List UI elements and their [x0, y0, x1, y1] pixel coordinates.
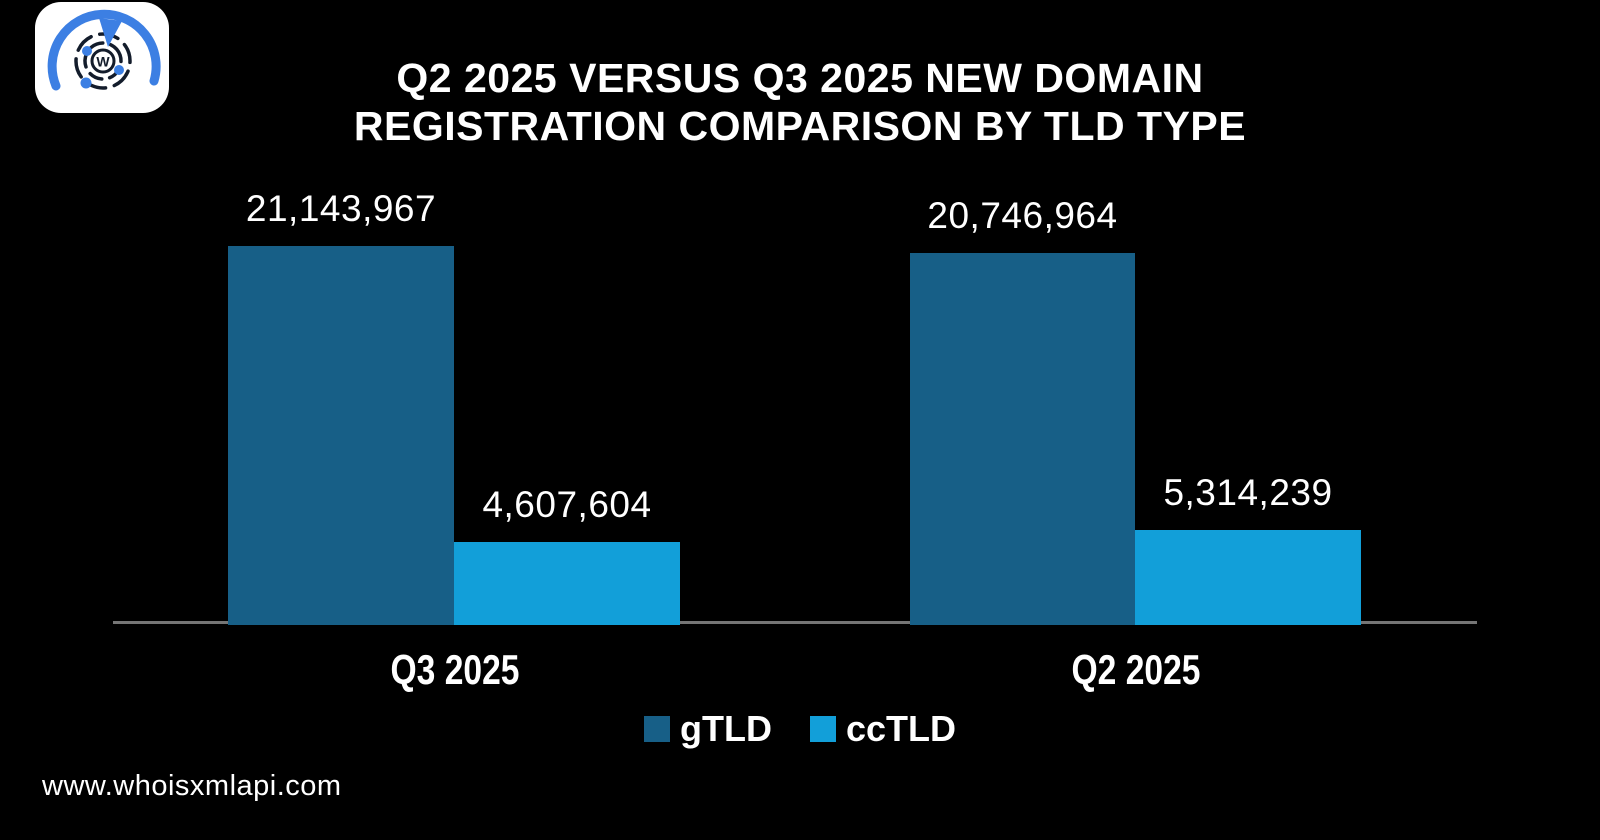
legend-item-gtld: gTLD	[644, 708, 772, 750]
bar-value-label: 21,143,967	[245, 188, 437, 229]
legend-item-cctld: ccTLD	[809, 708, 956, 750]
bar-value-label: 4,607,604	[482, 484, 652, 525]
bar-cctld-q3-2025: 4,607,604	[454, 484, 680, 625]
bar-chart-plot-area: 21,143,967 4,607,604 20,746,964 5,314,23…	[228, 188, 1361, 625]
logo-letter: W	[96, 54, 110, 70]
bar-gtld-q2-2025: 20,746,964	[910, 195, 1135, 625]
legend-label-cctld: ccTLD	[845, 708, 956, 749]
gtld-swatch-icon	[644, 716, 670, 742]
chart-title-line2: REGISTRATION COMPARISON BY TLD TYPE	[353, 103, 1247, 149]
x-axis-line	[113, 621, 1477, 624]
bar-value-label: 20,746,964	[927, 195, 1118, 236]
chart-title-line1: Q2 2025 VERSUS Q3 2025 NEW DOMAIN	[396, 55, 1204, 101]
chart-legend: gTLD ccTLD	[0, 708, 1600, 750]
chart-title: Q2 2025 VERSUS Q3 2025 NEW DOMAIN REGIST…	[0, 54, 1600, 150]
legend-label-gtld: gTLD	[680, 708, 772, 749]
bar-gtld-q3-2025: 21,143,967	[228, 188, 454, 625]
radar-logo-icon: W	[47, 9, 161, 91]
x-axis-label-q2-2025: Q2 2025	[1071, 646, 1201, 693]
bar-cctld-q2-2025: 5,314,239	[1135, 472, 1361, 625]
whoisxmlapi-logo: W	[35, 2, 169, 113]
bar-value-label: 5,314,239	[1163, 472, 1333, 513]
cctld-swatch-icon	[809, 716, 836, 742]
x-axis-label-q3-2025: Q3 2025	[390, 646, 520, 693]
footer-url: www.whoisxmlapi.com	[42, 770, 342, 802]
